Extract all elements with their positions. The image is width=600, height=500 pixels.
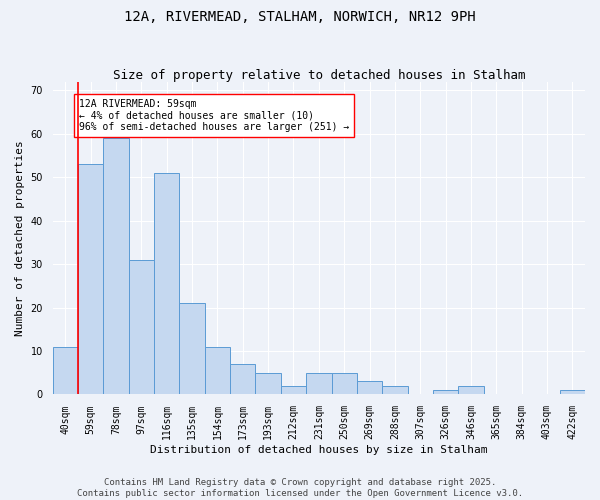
Bar	[332, 373, 357, 394]
Bar	[53, 346, 78, 395]
Bar	[179, 304, 205, 394]
Bar	[458, 386, 484, 394]
Bar	[230, 364, 256, 394]
Bar	[433, 390, 458, 394]
Text: 12A, RIVERMEAD, STALHAM, NORWICH, NR12 9PH: 12A, RIVERMEAD, STALHAM, NORWICH, NR12 9…	[124, 10, 476, 24]
Text: Contains HM Land Registry data © Crown copyright and database right 2025.
Contai: Contains HM Land Registry data © Crown c…	[77, 478, 523, 498]
Bar	[357, 382, 382, 394]
Bar	[256, 373, 281, 394]
Bar	[281, 386, 306, 394]
Bar	[306, 373, 332, 394]
Bar	[205, 346, 230, 395]
Text: 12A RIVERMEAD: 59sqm
← 4% of detached houses are smaller (10)
96% of semi-detach: 12A RIVERMEAD: 59sqm ← 4% of detached ho…	[79, 99, 350, 132]
Bar	[129, 260, 154, 394]
Title: Size of property relative to detached houses in Stalham: Size of property relative to detached ho…	[113, 69, 525, 82]
Bar	[103, 138, 129, 394]
X-axis label: Distribution of detached houses by size in Stalham: Distribution of detached houses by size …	[150, 445, 488, 455]
Bar	[382, 386, 407, 394]
Y-axis label: Number of detached properties: Number of detached properties	[15, 140, 25, 336]
Bar	[78, 164, 103, 394]
Bar	[560, 390, 585, 394]
Bar	[154, 173, 179, 394]
